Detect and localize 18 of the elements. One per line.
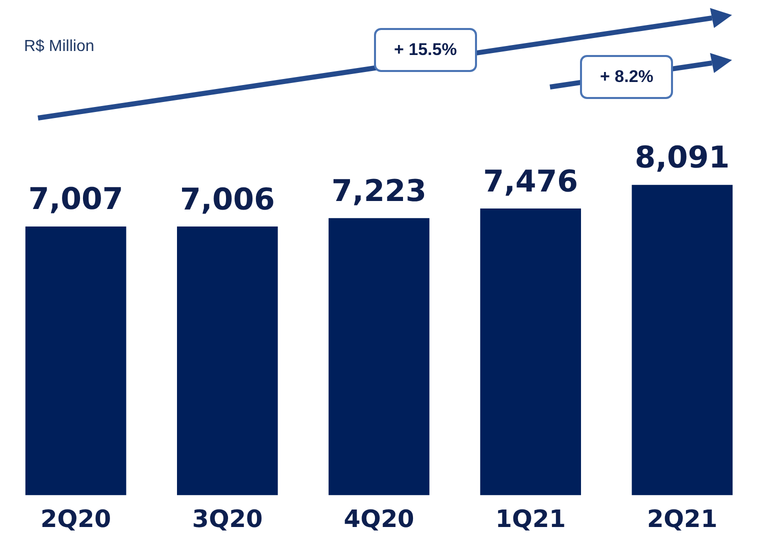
x-tick-label: 2Q20 (40, 504, 112, 533)
text: + 15.5% (374, 28, 477, 72)
data-label: 8,091 (634, 140, 730, 176)
data-label: 7,006 (180, 182, 275, 218)
x-tick-label: 1Q21 (495, 504, 566, 533)
bar (480, 208, 582, 496)
x-tick-label: 2Q21 (646, 504, 718, 533)
bar (25, 226, 126, 496)
x-tick-label: 4Q20 (344, 504, 414, 533)
data-label: 7,007 (28, 182, 124, 218)
bar (632, 184, 733, 496)
text: R$ Million (24, 38, 94, 56)
bar (328, 218, 430, 496)
text: + 8.2% (580, 55, 674, 99)
bar (176, 226, 278, 496)
data-label: 7,476 (483, 164, 578, 200)
data-label: 7,223 (332, 174, 426, 209)
x-tick-label: 3Q20 (192, 504, 263, 533)
